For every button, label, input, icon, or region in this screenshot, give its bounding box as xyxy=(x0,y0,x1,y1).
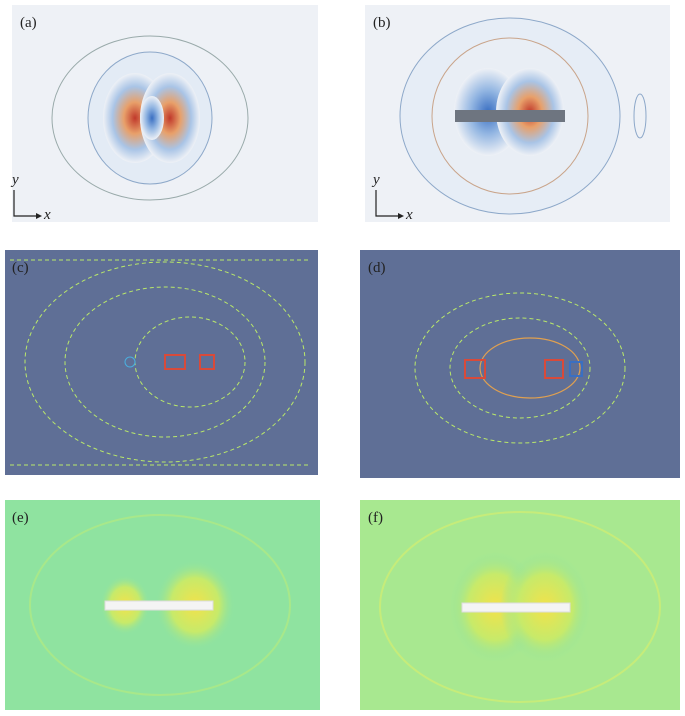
axis-label: y xyxy=(371,172,380,188)
panel-label: (f) xyxy=(368,510,383,526)
axis-label: x xyxy=(405,207,413,223)
panel-label: (b) xyxy=(373,15,391,31)
panel-b: (b) y x xyxy=(365,5,670,223)
axis-label: y xyxy=(10,172,19,188)
panel-a: (a) y x xyxy=(10,5,318,223)
axis-label: x xyxy=(43,207,51,223)
panel-label: (e) xyxy=(12,510,29,526)
panel-label: (a) xyxy=(20,15,37,31)
panel-e: (e) xyxy=(5,500,320,710)
panel-d: (d) xyxy=(360,250,680,478)
panel-label: (d) xyxy=(368,260,386,276)
panel-label: (c) xyxy=(12,260,29,276)
panel-f: (f) xyxy=(360,500,680,710)
panel-c: (c) xyxy=(5,250,318,475)
